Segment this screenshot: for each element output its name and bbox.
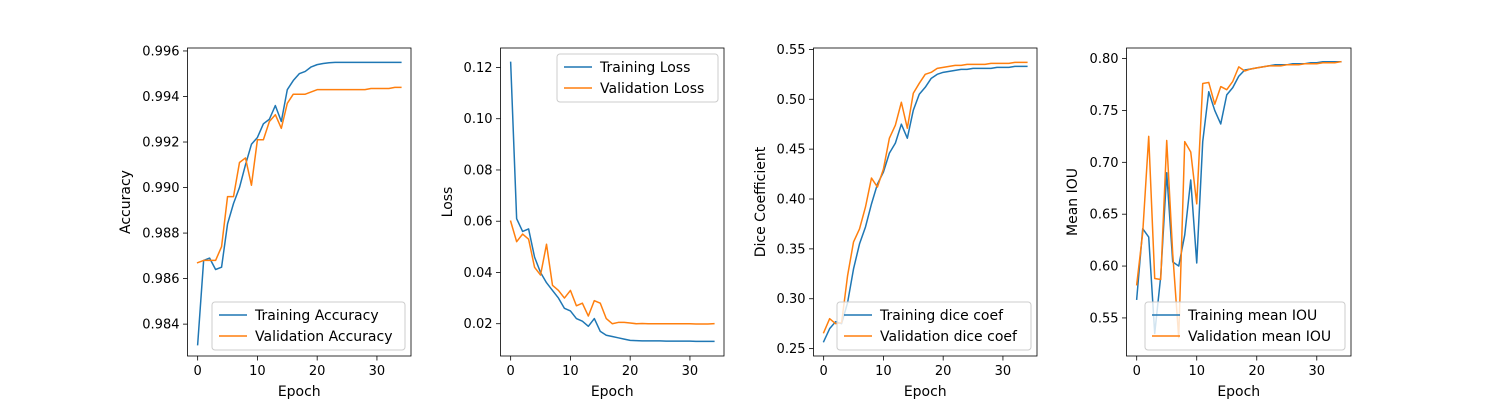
x-axis-label: Epoch xyxy=(1217,384,1260,400)
y-axis-label: Loss xyxy=(440,187,456,218)
x-tick-label: 20 xyxy=(1248,364,1265,379)
series-line-training xyxy=(822,65,1028,343)
legend-box xyxy=(1144,301,1346,351)
y-tick-label: 0.60 xyxy=(1090,260,1119,275)
x-axis-label: Epoch xyxy=(591,384,634,400)
axes-frame xyxy=(187,47,412,357)
series-line-validation xyxy=(1135,60,1342,339)
y-axis-label: Dice Coefficient xyxy=(753,146,769,257)
x-tick-label: 10 xyxy=(249,364,266,379)
y-tick-label: 0.02 xyxy=(464,317,493,332)
y-tick-label: 0.30 xyxy=(777,292,806,307)
y-tick-label: 0.992 xyxy=(142,136,179,151)
legend-label: Validation Loss xyxy=(600,81,704,97)
chart-panel-3: 0 10 20 30 0.25 0.30 0.35 0.40 0.45 0.50 0.55 Epoch… xyxy=(753,43,1038,400)
y-tick-label: 0.55 xyxy=(777,43,806,58)
x-tick-label: 0 xyxy=(194,364,202,379)
legend-box xyxy=(836,301,1032,351)
axes-frame xyxy=(500,47,725,357)
x-axis-label: Epoch xyxy=(904,384,947,400)
x-tick-label: 20 xyxy=(935,364,952,379)
series-line-validation xyxy=(196,86,402,264)
legend: Training dice coef Validation dice coef xyxy=(836,301,1032,351)
x-tick-label: 10 xyxy=(1188,364,1205,379)
legend: Training Loss Validation Loss xyxy=(556,53,719,103)
y-tick-label: 0.12 xyxy=(464,61,493,76)
x-tick-label: 20 xyxy=(309,364,326,379)
legend: Training Accuracy Validation Accuracy xyxy=(211,301,406,351)
legend: Training mean IOU Validation mean IOU xyxy=(1144,301,1346,351)
chart-panel-4: 0 10 20 30 0.55 0.60 0.65 0.70 0.75 0.80 Epoch Mean… xyxy=(1065,47,1352,400)
axes-frame xyxy=(1126,47,1352,357)
y-tick-label: 0.55 xyxy=(1090,311,1119,326)
y-tick-label: 0.04 xyxy=(464,266,493,281)
axes-frame xyxy=(813,47,1038,357)
x-axis-label: Epoch xyxy=(278,384,321,400)
y-tick-label: 0.994 xyxy=(142,90,179,105)
y-tick-label: 0.988 xyxy=(142,227,179,242)
legend-label: Training mean IOU xyxy=(1187,308,1317,324)
legend-label: Training Loss xyxy=(599,60,690,76)
legend-label: Training dice coef xyxy=(879,308,1004,324)
y-tick-label: 0.45 xyxy=(777,143,806,158)
chart-panel-2: 0 10 20 30 0.02 0.04 0.06 0.08 0.10 0.12 Epoch Loss… xyxy=(440,47,725,400)
y-axis-label: Mean IOU xyxy=(1065,168,1081,236)
legend-label: Validation mean IOU xyxy=(1188,329,1331,345)
x-tick-label: 20 xyxy=(622,364,639,379)
x-tick-label: 10 xyxy=(875,364,892,379)
series-line-training xyxy=(196,61,402,346)
y-tick-label: 0.990 xyxy=(142,181,179,196)
x-tick-label: 10 xyxy=(562,364,579,379)
series-line-validation xyxy=(509,220,715,325)
legend-label: Validation dice coef xyxy=(880,329,1018,345)
legend-label: Training Accuracy xyxy=(254,308,379,324)
y-tick-label: 0.65 xyxy=(1090,208,1119,223)
x-tick-label: 30 xyxy=(682,364,699,379)
legend-box xyxy=(211,301,406,351)
y-tick-label: 0.984 xyxy=(142,318,179,333)
y-tick-label: 0.25 xyxy=(777,342,806,357)
x-tick-label: 0 xyxy=(507,364,515,379)
series-line-validation xyxy=(822,61,1028,334)
y-tick-label: 0.06 xyxy=(464,215,493,230)
y-tick-label: 0.10 xyxy=(464,112,493,127)
y-tick-label: 0.35 xyxy=(777,242,806,257)
chart-panel-1: 0 10 20 30 0.984 0.986 0.988 0.990 0.992 0.994 0.9… xyxy=(118,44,412,400)
x-tick-label: 0 xyxy=(1133,364,1141,379)
series-line-training xyxy=(509,61,715,343)
legend-box xyxy=(556,53,719,103)
y-tick-label: 0.40 xyxy=(777,193,806,208)
y-axis-label: Accuracy xyxy=(118,170,134,234)
y-tick-label: 0.986 xyxy=(142,272,179,287)
x-tick-label: 30 xyxy=(995,364,1012,379)
y-tick-label: 0.80 xyxy=(1090,52,1119,67)
series-line-training xyxy=(1135,60,1342,335)
y-tick-label: 0.08 xyxy=(464,163,493,178)
x-tick-label: 0 xyxy=(820,364,828,379)
x-tick-label: 30 xyxy=(369,364,386,379)
y-tick-label: 0.50 xyxy=(777,93,806,108)
x-tick-label: 30 xyxy=(1309,364,1326,379)
y-tick-label: 0.996 xyxy=(142,44,179,59)
y-tick-label: 0.70 xyxy=(1090,156,1119,171)
legend-label: Validation Accuracy xyxy=(255,329,393,345)
y-tick-label: 0.75 xyxy=(1090,104,1119,119)
